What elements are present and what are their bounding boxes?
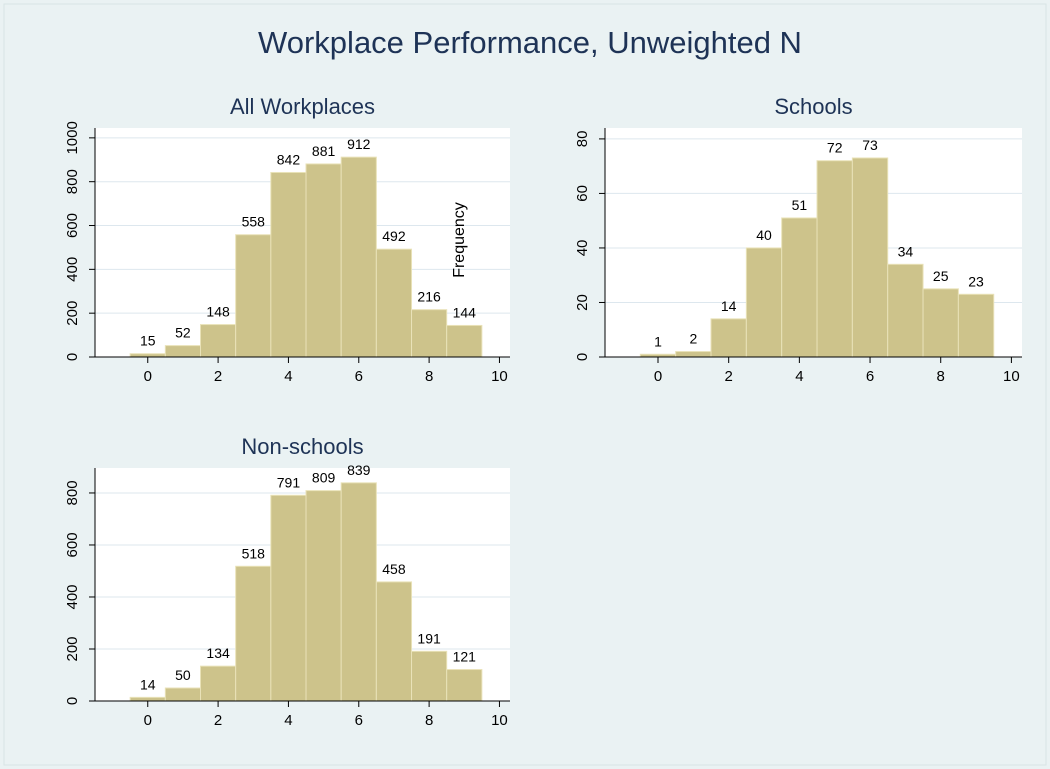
x-tick-label: 2 — [725, 368, 733, 385]
bar — [200, 324, 237, 358]
bar — [887, 263, 924, 358]
x-tick-label: 8 — [425, 368, 433, 385]
bar — [305, 163, 342, 358]
x-tick-label: 0 — [144, 712, 152, 729]
y-tick-label: 600 — [64, 532, 81, 557]
value-label: 912 — [347, 136, 371, 152]
bar — [446, 324, 483, 358]
x-tick-label: 6 — [355, 712, 363, 729]
value-label: 121 — [453, 649, 477, 665]
value-label: 1 — [654, 333, 662, 349]
y-tick-label: 400 — [64, 584, 81, 609]
x-tick-label: 8 — [425, 712, 433, 729]
y-tick-label: 0 — [574, 353, 591, 361]
value-label: 134 — [206, 645, 230, 661]
value-label: 14 — [140, 676, 156, 692]
x-tick-label: 8 — [937, 368, 945, 385]
bar — [957, 293, 995, 358]
value-label: 518 — [242, 545, 266, 561]
bar — [200, 665, 237, 702]
value-label: 148 — [206, 304, 230, 320]
y-tick-label: 1000 — [64, 121, 81, 154]
y-tick-label: 40 — [574, 240, 591, 257]
x-tick-label: 4 — [284, 368, 292, 385]
y-axis-label: Frequency — [451, 202, 468, 278]
value-label: 25 — [933, 268, 949, 284]
bar — [305, 490, 342, 702]
x-tick-label: 2 — [214, 368, 222, 385]
x-tick-label: 10 — [491, 712, 508, 729]
bar — [411, 650, 448, 702]
value-label: 839 — [347, 462, 371, 478]
bar — [411, 309, 448, 358]
bar — [816, 160, 853, 358]
bar — [710, 318, 747, 358]
chart-title: Workplace Performance, Unweighted N — [258, 25, 802, 60]
y-tick-label: 200 — [64, 301, 81, 326]
x-tick-label: 0 — [144, 368, 152, 385]
value-label: 2 — [689, 331, 697, 347]
y-tick-label: 20 — [574, 294, 591, 311]
y-tick-label: 200 — [64, 636, 81, 661]
value-label: 51 — [792, 197, 808, 213]
y-tick-label: 80 — [574, 131, 591, 148]
y-tick-label: 400 — [64, 257, 81, 282]
x-tick-label: 0 — [654, 368, 662, 385]
x-tick-label: 10 — [491, 368, 508, 385]
y-tick-label: 800 — [64, 169, 81, 194]
bar — [851, 157, 889, 358]
value-label: 52 — [175, 325, 191, 341]
bar — [235, 565, 272, 702]
value-label: 216 — [417, 289, 441, 305]
value-label: 15 — [140, 333, 156, 349]
y-tick-label: 800 — [64, 480, 81, 505]
bar — [270, 171, 307, 358]
y-tick-label: 600 — [64, 213, 81, 238]
x-tick-label: 4 — [284, 712, 292, 729]
y-tick-label: 0 — [64, 353, 81, 361]
value-label: 72 — [827, 140, 843, 156]
x-tick-label: 6 — [866, 368, 874, 385]
value-label: 558 — [242, 214, 266, 230]
x-tick-label: 6 — [355, 368, 363, 385]
bar — [164, 687, 202, 702]
value-label: 40 — [756, 227, 772, 243]
bar — [235, 234, 272, 358]
bar — [781, 217, 818, 358]
bar — [340, 156, 377, 358]
bar — [675, 351, 712, 358]
bar — [340, 482, 377, 702]
x-tick-label: 4 — [795, 368, 803, 385]
bar — [270, 494, 307, 702]
value-label: 492 — [382, 228, 406, 244]
panel-title: All Workplaces — [230, 94, 375, 119]
value-label: 881 — [312, 143, 336, 159]
bar — [164, 345, 202, 358]
value-label: 50 — [175, 667, 191, 683]
value-label: 73 — [862, 137, 878, 153]
panel-title: Non-schools — [241, 434, 363, 459]
bar — [446, 669, 483, 702]
y-tick-label: 60 — [574, 185, 591, 202]
value-label: 458 — [382, 561, 406, 577]
bar — [375, 581, 413, 702]
y-tick-label: 0 — [64, 697, 81, 705]
value-label: 191 — [417, 630, 441, 646]
x-tick-label: 2 — [214, 712, 222, 729]
bar — [745, 247, 783, 358]
value-label: 23 — [968, 273, 984, 289]
value-label: 144 — [453, 304, 477, 320]
bar — [922, 288, 959, 358]
bar — [129, 696, 166, 702]
value-label: 791 — [277, 474, 301, 490]
bar — [375, 248, 413, 358]
value-label: 34 — [898, 243, 914, 259]
value-label: 809 — [312, 470, 336, 486]
value-label: 842 — [277, 151, 301, 167]
value-label: 14 — [721, 298, 737, 314]
x-tick-label: 10 — [1003, 368, 1020, 385]
panel-title: Schools — [774, 94, 852, 119]
